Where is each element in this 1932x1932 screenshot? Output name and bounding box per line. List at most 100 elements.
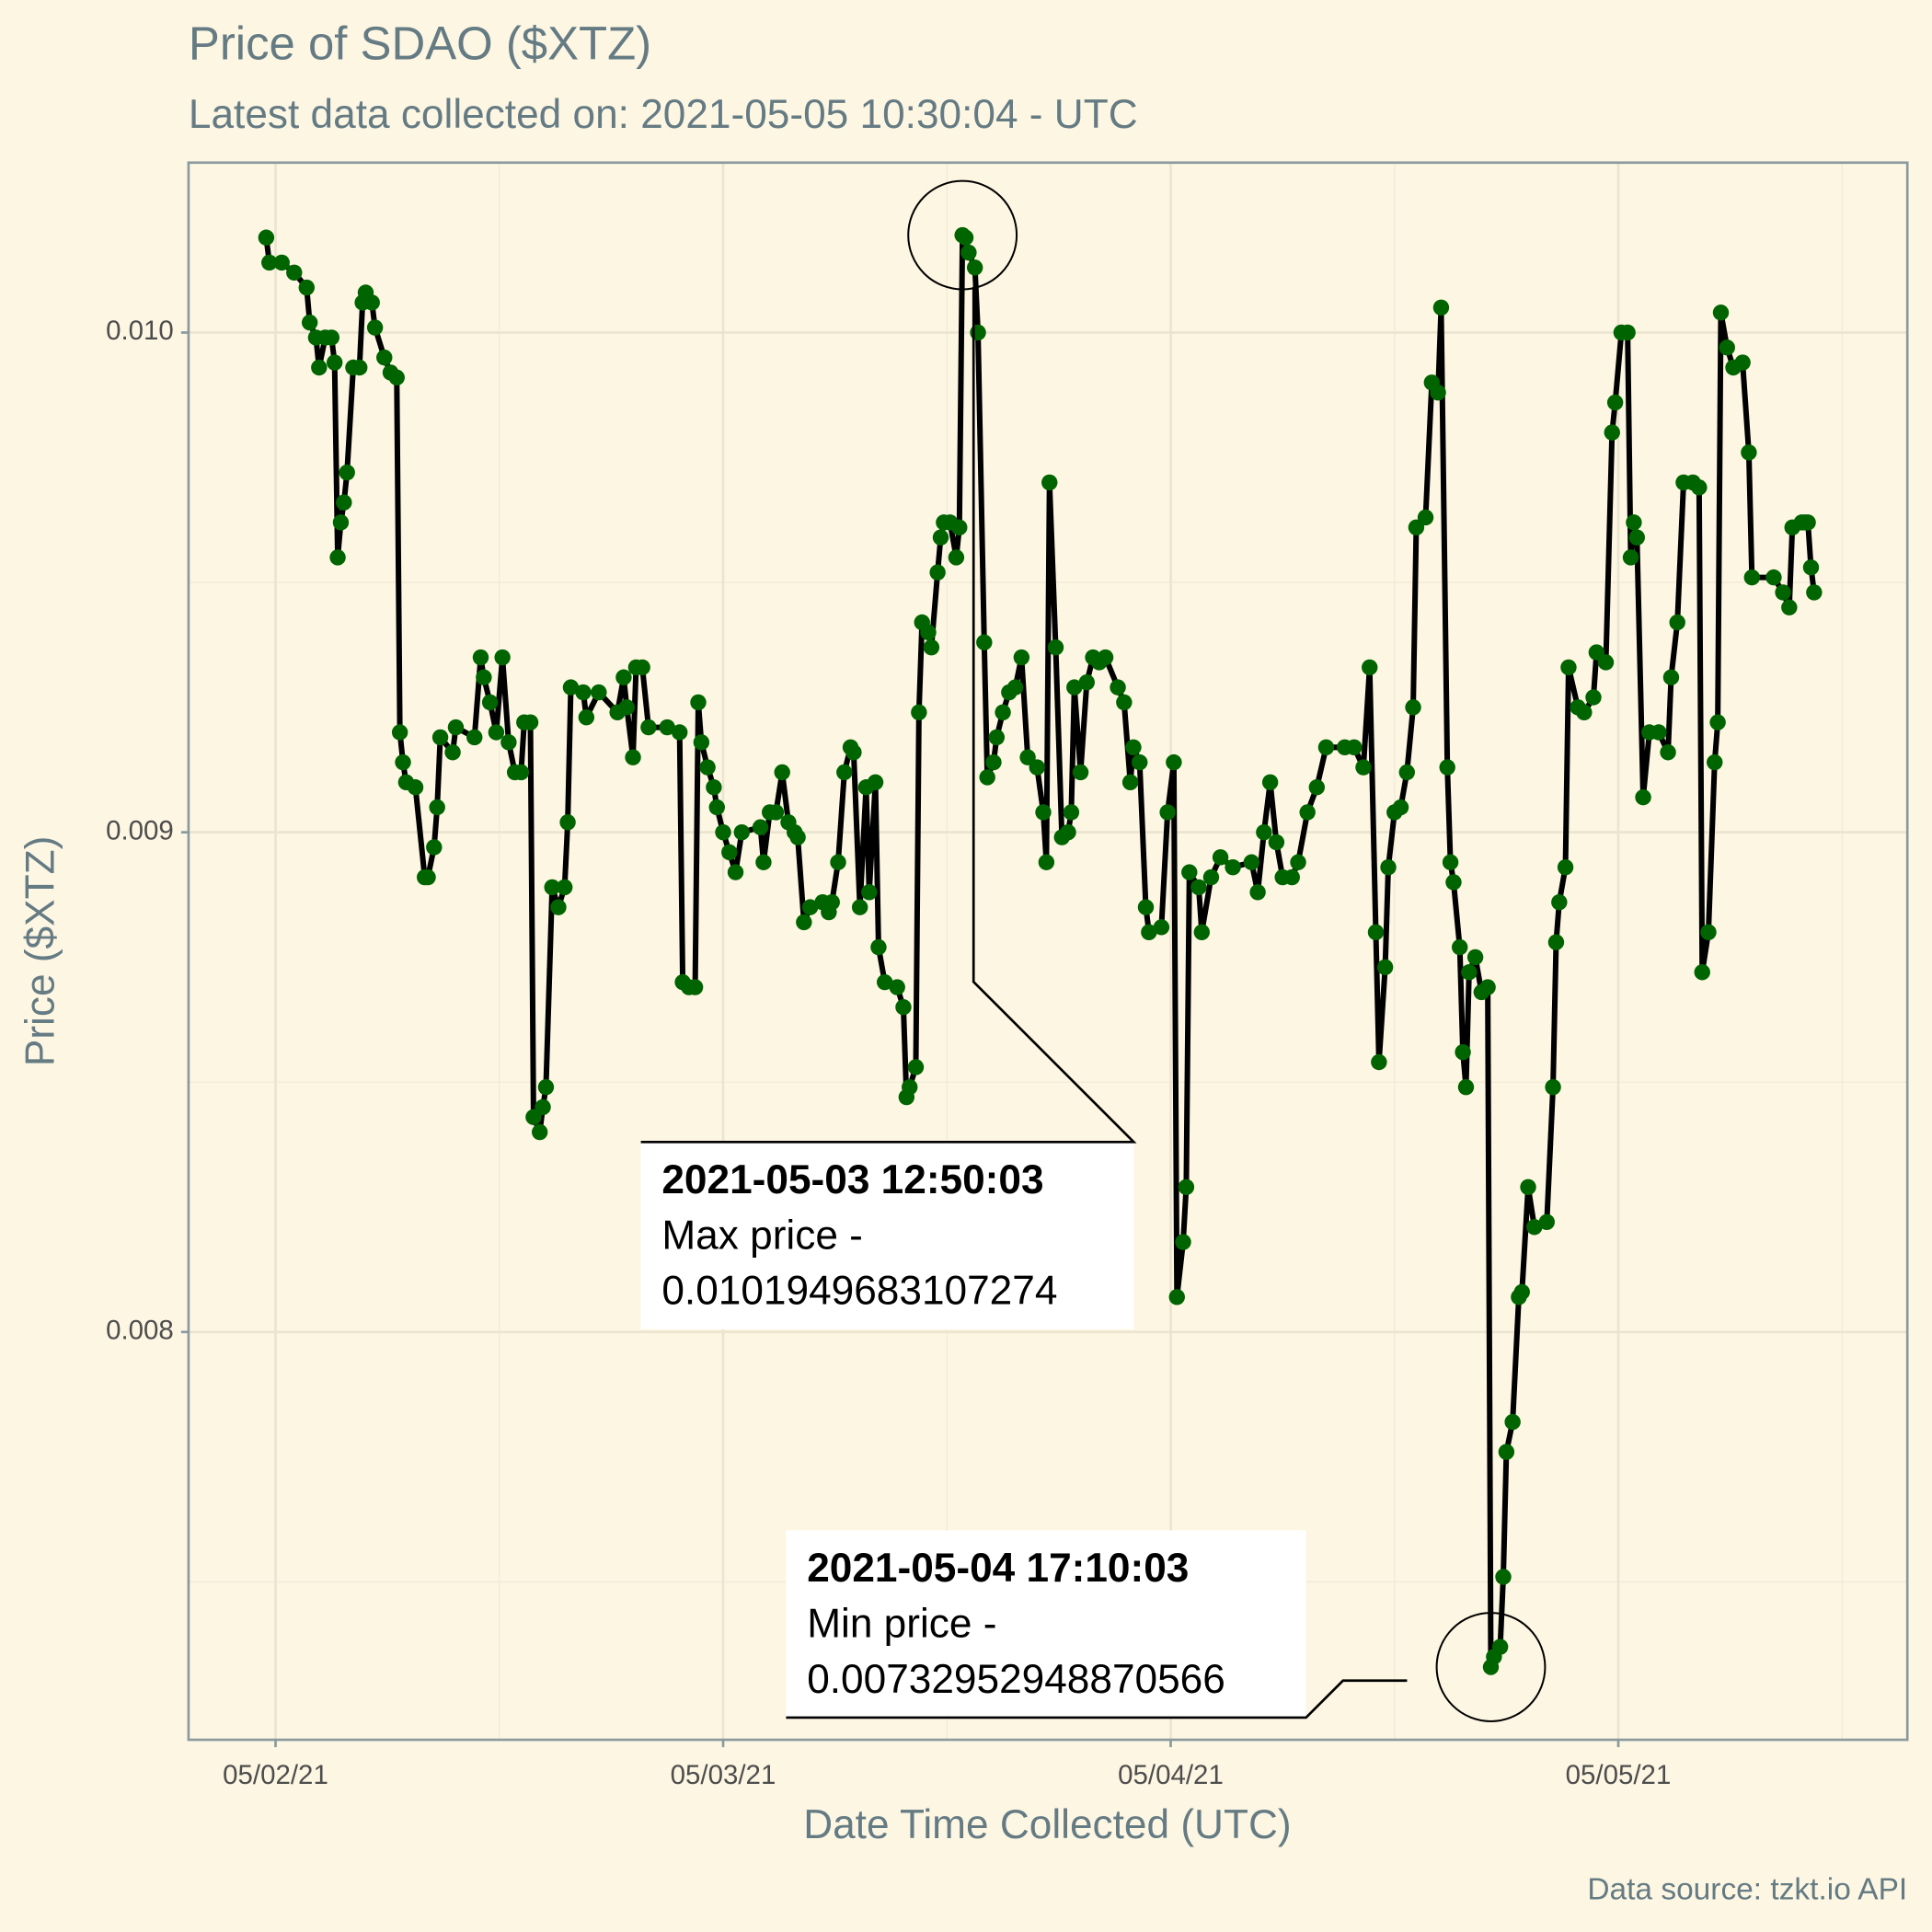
price-point	[640, 719, 657, 736]
price-point	[690, 694, 707, 711]
price-point	[1650, 724, 1667, 741]
price-point	[1457, 1078, 1475, 1096]
price-point	[1775, 584, 1791, 601]
price-point	[907, 1059, 925, 1075]
price-point	[948, 549, 965, 566]
price-point	[1408, 519, 1425, 536]
price-point	[1066, 679, 1083, 696]
price-point	[1585, 689, 1602, 706]
price-point	[339, 464, 355, 481]
annotation-leader	[640, 286, 1137, 1144]
price-point	[1268, 834, 1285, 851]
price-point	[1430, 384, 1446, 401]
price-point	[336, 494, 352, 511]
price-point	[1545, 1078, 1561, 1096]
plot-area	[258, 226, 1823, 1675]
price-point	[1371, 1053, 1387, 1071]
price-point	[1029, 759, 1045, 776]
price-point	[1355, 759, 1372, 776]
x-axis-title: Date Time Collected (UTC)	[803, 1802, 1291, 1847]
price-point	[1362, 659, 1378, 676]
price-point	[376, 349, 393, 366]
annotation-box	[640, 1142, 1134, 1329]
price-point	[1299, 804, 1316, 821]
price-point	[522, 714, 539, 730]
price-point	[767, 804, 785, 821]
price-point	[535, 1098, 551, 1116]
price-point	[407, 779, 424, 796]
annotation: 2021-05-04 17:10:03 Min price - 0.00732952…	[786, 1530, 1547, 1722]
price-point	[1367, 924, 1385, 940]
price-point	[578, 709, 595, 726]
price-point	[301, 314, 318, 331]
annotation-value: 0.00732952948870566	[807, 1657, 1225, 1702]
price-point	[1141, 924, 1157, 940]
price-point	[699, 759, 716, 776]
price-point	[1491, 1639, 1509, 1655]
annotation-circle	[907, 179, 1018, 291]
price-point	[1452, 938, 1468, 956]
price-point	[836, 764, 853, 781]
price-point	[481, 694, 499, 711]
price-point	[979, 769, 995, 786]
price-point	[431, 729, 449, 746]
price-point	[774, 764, 790, 781]
price-point	[1660, 744, 1676, 761]
price-point	[1041, 474, 1058, 491]
price-point	[823, 893, 840, 911]
price-point	[920, 624, 937, 641]
price-point	[1125, 739, 1142, 756]
price-point	[895, 999, 912, 1016]
price-point	[1035, 804, 1052, 821]
price-point	[591, 684, 607, 701]
price-point	[1308, 779, 1326, 796]
price-point	[426, 839, 443, 856]
price-point	[706, 779, 722, 796]
price-point	[1256, 823, 1272, 841]
price-point	[512, 764, 530, 781]
price-point	[1445, 874, 1462, 891]
price-point	[323, 329, 340, 346]
price-point	[1709, 714, 1726, 730]
price-point	[1019, 749, 1036, 765]
price-point	[1538, 1213, 1556, 1231]
price-point	[1576, 704, 1593, 720]
caption: Data source: tzkt.io API	[1587, 1873, 1907, 1907]
annotation-box	[786, 1530, 1306, 1718]
price-point	[1376, 959, 1394, 976]
price-point	[1078, 673, 1095, 691]
price-point	[332, 514, 350, 531]
price-point	[966, 259, 983, 276]
price-point	[1606, 394, 1624, 411]
price-point	[351, 359, 368, 376]
price-point	[1225, 858, 1241, 876]
price-point	[420, 868, 436, 886]
price-point	[1202, 868, 1220, 886]
price-point	[1392, 799, 1409, 816]
price-point	[1178, 1179, 1195, 1196]
price-point	[1175, 1234, 1191, 1250]
price-point	[1097, 649, 1114, 666]
price-point	[1694, 964, 1710, 981]
price-point	[550, 899, 567, 915]
price-point	[1153, 919, 1170, 936]
price-point	[1712, 305, 1730, 321]
y-tick-label: 0.008	[106, 1316, 174, 1346]
price-point	[544, 879, 560, 896]
price-point	[1588, 644, 1605, 661]
price-point	[929, 564, 946, 581]
x-tick-label: 05/03/21	[671, 1760, 776, 1790]
price-point	[1006, 679, 1024, 696]
price-point	[1283, 868, 1300, 886]
annotation-leader	[786, 1679, 1408, 1719]
price-point	[789, 829, 806, 845]
x-tick-label: 05/04/21	[1118, 1760, 1224, 1790]
price-point	[1132, 753, 1148, 771]
price-point	[1317, 739, 1335, 756]
price-point	[366, 319, 384, 336]
price-point	[1619, 324, 1636, 341]
price-point	[796, 914, 812, 931]
y-axis-title: Price ($XTZ)	[18, 836, 63, 1066]
